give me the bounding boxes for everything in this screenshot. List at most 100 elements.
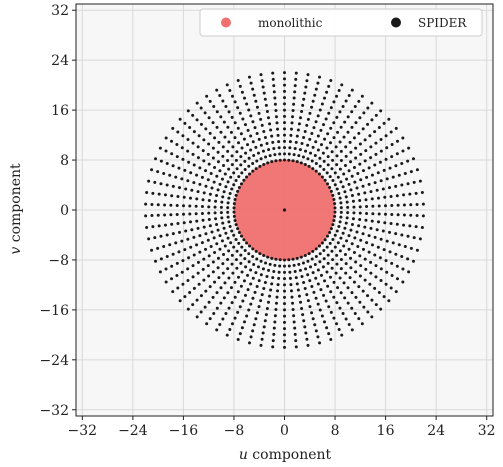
spider-point [188, 290, 192, 294]
spider-point [273, 96, 277, 100]
spider-point [164, 280, 168, 284]
spider-point [208, 131, 212, 135]
spider-point [147, 179, 151, 183]
spider-point [331, 237, 335, 241]
spider-point [314, 87, 318, 91]
spider-point [374, 303, 378, 307]
spider-point [384, 282, 388, 286]
spider-point [201, 198, 205, 202]
spider-point [283, 264, 286, 268]
spider-point [215, 194, 219, 198]
spider-point [322, 159, 326, 163]
spider-point [230, 322, 234, 326]
spider-point [338, 249, 342, 253]
spider-point [180, 177, 184, 181]
spider-point [365, 211, 369, 215]
spider-point [369, 260, 373, 264]
spider-point [249, 134, 253, 138]
spider-point [297, 262, 301, 266]
spider-point [369, 145, 373, 149]
spider-point [252, 93, 256, 97]
spider-point [283, 289, 286, 293]
spider-point [332, 295, 336, 299]
spider-point [168, 243, 172, 247]
spider-point [329, 227, 333, 231]
spider-point [240, 146, 244, 150]
spider-point [192, 163, 196, 167]
spider-point [210, 230, 214, 234]
spider-point [359, 178, 363, 182]
spider-point [346, 211, 350, 215]
spider-point [391, 175, 395, 179]
spider-point [239, 163, 243, 167]
spider-point [360, 94, 364, 98]
spider-point [314, 276, 318, 280]
spider-point [266, 300, 270, 304]
spider-point [215, 328, 219, 332]
spider-point [191, 141, 195, 145]
spider-point [154, 259, 158, 263]
spider-point [222, 226, 226, 230]
spider-point [232, 206, 236, 210]
spider-point [270, 134, 274, 138]
spider-point [251, 169, 255, 173]
spider-point [337, 192, 341, 196]
spider-point [364, 267, 368, 271]
spider-point [217, 140, 221, 144]
spider-point [178, 117, 182, 121]
spider-point [325, 245, 329, 249]
spider-point [176, 286, 180, 290]
spider-point [221, 145, 225, 149]
spider-point [227, 220, 231, 224]
spider-point [236, 310, 240, 314]
spider-point [338, 140, 342, 144]
spider-point [206, 178, 210, 182]
spider-point [305, 337, 309, 341]
spider-point [328, 186, 332, 190]
spider-point [303, 287, 307, 291]
spider-point [227, 249, 231, 253]
spider-point [415, 202, 419, 206]
legend-label-spider: SPIDER [418, 16, 467, 30]
spider-point [151, 225, 155, 229]
spider-point [257, 305, 261, 309]
spider-point [233, 136, 237, 140]
spider-point [322, 96, 326, 100]
spider-point [283, 133, 286, 137]
spider-point [341, 104, 345, 108]
spider-point [401, 280, 405, 284]
spider-point [409, 213, 413, 217]
spider-point [397, 243, 401, 247]
spider-point [248, 172, 252, 176]
spider-point [156, 213, 160, 217]
legend-marker-monolithic [221, 17, 231, 28]
spider-point [358, 300, 362, 304]
spider-point [373, 235, 377, 239]
spider-point [219, 211, 223, 215]
spider-point [262, 91, 266, 95]
spider-point [377, 290, 381, 294]
spider-point [379, 237, 383, 241]
spider-point [339, 125, 343, 129]
spider-point [345, 177, 349, 181]
spider-point [186, 237, 190, 241]
x-tick-label: 0 [280, 423, 289, 439]
spider-point [304, 267, 308, 271]
spider-point [301, 313, 305, 317]
spider-point [283, 258, 286, 262]
spider-point [234, 223, 238, 227]
spider-point [240, 171, 244, 175]
spider-point [209, 245, 213, 249]
spider-point [266, 116, 270, 120]
spider-point [245, 241, 249, 245]
spider-point [260, 123, 264, 127]
spider-point [221, 154, 225, 158]
spider-point [358, 218, 362, 222]
spider-point [243, 320, 247, 324]
spider-point [208, 99, 212, 103]
spider-point [306, 143, 310, 147]
spider-point [361, 232, 365, 236]
spider-point [412, 180, 416, 184]
spider-point [411, 157, 415, 161]
spider-point [358, 116, 362, 120]
